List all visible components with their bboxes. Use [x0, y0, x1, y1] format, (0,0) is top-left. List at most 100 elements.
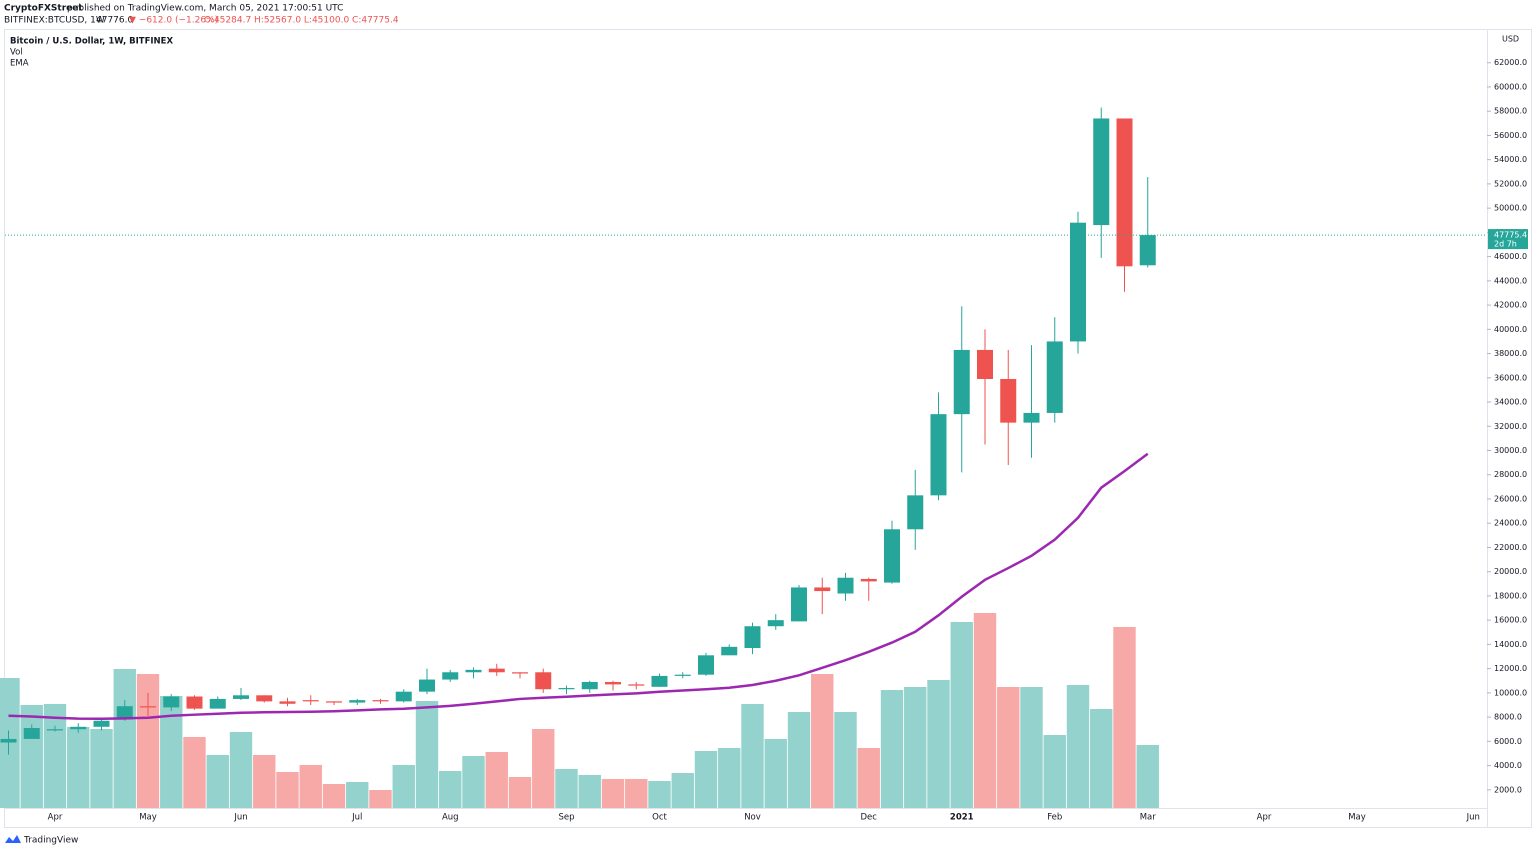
volume-bar [392, 765, 415, 808]
volume-bar [43, 704, 67, 808]
x-tick-label: Aug [442, 813, 459, 823]
y-tick-label: 4000.0 [1494, 761, 1522, 770]
volume-bar [508, 777, 532, 808]
y-tick-label: 42000.0 [1494, 301, 1527, 310]
countdown: 2d 7h [1494, 240, 1517, 249]
symbol: BITFINEX:BTCUSD, 1W [4, 16, 105, 26]
y-tick-label: 36000.0 [1494, 373, 1527, 382]
candle-body [767, 620, 784, 627]
candle-body [977, 349, 993, 380]
candle-body [581, 681, 598, 690]
volume-bar [67, 727, 90, 808]
volume-bar [950, 622, 973, 808]
x-tick-label: Jul [351, 813, 362, 823]
candle-body [558, 688, 575, 690]
y-tick-label: 28000.0 [1494, 470, 1527, 479]
candle-body [349, 700, 366, 703]
candle-body [47, 729, 63, 731]
candle-body [465, 669, 482, 673]
volume-bar [625, 779, 648, 808]
candle-body [1139, 235, 1156, 266]
x-tick-label: Jun [1466, 813, 1480, 823]
logo [5, 835, 21, 843]
volume-bar [694, 751, 718, 808]
footer: TradingView [23, 836, 78, 846]
candle-body [674, 674, 691, 676]
candle-body [837, 577, 854, 594]
y-tick-label: 12000.0 [1494, 664, 1527, 673]
volume-bar [485, 752, 508, 808]
y-tick-label: 22000.0 [1494, 543, 1527, 552]
legend-vol: Vol [10, 48, 23, 58]
y-tick-label: 2000.0 [1494, 785, 1522, 794]
volume-bar [299, 765, 322, 808]
volume-bar [322, 784, 346, 808]
volume-bar [857, 748, 880, 808]
x-tick-label: Apr [48, 813, 63, 823]
candle-body [209, 698, 226, 709]
candle-body [140, 706, 156, 708]
y-tick-label: 38000.0 [1494, 349, 1527, 358]
volume-bar [113, 669, 136, 808]
x-tick-label: 2021 [950, 813, 974, 823]
candle-body [233, 695, 249, 699]
x-tick-label: Feb [1047, 813, 1062, 823]
candle-body [628, 684, 645, 686]
x-tick-label: May [139, 813, 157, 823]
last-price-tag [1488, 229, 1528, 250]
volume-bar [206, 755, 229, 808]
candle-body [23, 728, 40, 739]
candle-body [1116, 118, 1133, 267]
candle-body [163, 696, 180, 708]
volume-bar [927, 680, 950, 808]
candle-body [1070, 222, 1086, 342]
currency[interactable]: USD [1502, 35, 1519, 44]
x-tick-label: Mar [1140, 813, 1157, 823]
legend-ema: EMA [10, 59, 29, 69]
candle-body [93, 720, 110, 727]
y-tick-label: 32000.0 [1494, 422, 1527, 431]
y-tick-label: 54000.0 [1494, 155, 1527, 164]
volume-bar [369, 790, 392, 808]
candle-body [326, 701, 342, 703]
volume-bar [276, 772, 299, 808]
volume-bar [997, 687, 1020, 808]
volume-bar [973, 613, 997, 808]
y-tick-label: 34000.0 [1494, 398, 1527, 407]
candle-body [698, 655, 714, 675]
volume-bar [648, 781, 671, 808]
volume-bar [834, 712, 857, 808]
candle-body [395, 691, 412, 702]
volume-bar [1043, 735, 1066, 808]
candle-body [1000, 379, 1017, 423]
candle-body [953, 349, 970, 415]
y-tick-label: 18000.0 [1494, 591, 1527, 600]
volume-bar [532, 729, 555, 808]
candle-body [442, 672, 459, 680]
y-tick-label: 24000.0 [1494, 519, 1527, 528]
candle-body [860, 578, 877, 582]
published: published on TradingView.com, March 05, … [67, 4, 343, 14]
volume-bar [439, 771, 462, 808]
x-tick-label: Jun [233, 813, 247, 823]
volume-bar [764, 739, 787, 808]
candle-body [907, 495, 924, 530]
candle-body [372, 700, 389, 702]
candle-body [744, 626, 761, 649]
volume-bar [904, 687, 927, 808]
x-tick-label: Apr [1257, 813, 1272, 823]
candle-body [0, 738, 17, 743]
y-tick-label: 58000.0 [1494, 107, 1527, 116]
y-tick-label: 46000.0 [1494, 252, 1527, 261]
volume-bar [1136, 745, 1159, 808]
volume-bar [1020, 687, 1043, 808]
candle-body [884, 529, 900, 583]
last-price-label: 47775.4 [1494, 231, 1527, 240]
volume-bar [718, 748, 741, 808]
y-tick-label: 62000.0 [1494, 58, 1527, 67]
change: ▼ −612.0 (−1.26%) [129, 16, 218, 26]
candle-body [279, 701, 296, 704]
volume-bar [20, 705, 43, 808]
volume-bar [1090, 709, 1113, 808]
